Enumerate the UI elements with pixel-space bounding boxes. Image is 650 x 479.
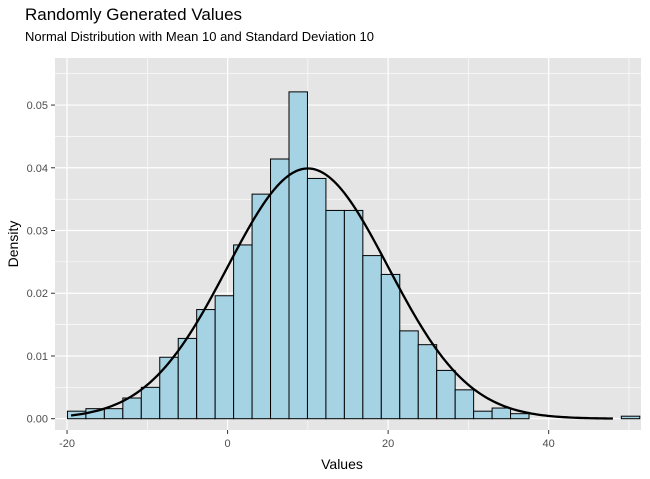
x-tick-label: -20 xyxy=(59,438,75,450)
histogram-bar xyxy=(214,295,235,420)
histogram-bar xyxy=(436,369,456,420)
histogram-bar xyxy=(454,389,475,420)
y-axis-ticks: 0.00 0.01 0.02 0.03 0.04 0.05 xyxy=(27,100,55,426)
histogram-bar xyxy=(473,410,493,420)
histogram-bar xyxy=(159,356,179,420)
histogram-bar xyxy=(343,209,364,420)
density-curve xyxy=(70,167,613,420)
histogram-bar xyxy=(251,193,272,420)
y-axis-label: Density xyxy=(5,221,21,268)
y-tick-label: 0.02 xyxy=(27,288,48,300)
histogram-bar xyxy=(122,397,142,420)
histogram-bar xyxy=(103,408,124,420)
histogram-bar xyxy=(620,415,641,420)
histogram-bar xyxy=(306,177,327,420)
x-tick-label: 0 xyxy=(225,438,231,450)
histogram-bar xyxy=(233,244,253,420)
histogram-bar xyxy=(491,407,512,420)
histogram-bar xyxy=(177,337,198,420)
histogram-bar xyxy=(380,273,401,420)
histogram-bar xyxy=(270,158,290,420)
histogram-bar xyxy=(325,209,345,420)
chart-title: Randomly Generated Values xyxy=(25,5,243,24)
histogram-bar xyxy=(362,255,382,420)
x-tick-label: 20 xyxy=(382,438,394,450)
histogram-bar xyxy=(399,330,419,420)
histogram-bar xyxy=(510,413,530,420)
y-tick-label: 0.04 xyxy=(27,163,48,175)
histogram-bar xyxy=(140,386,161,420)
y-tick-label: 0.00 xyxy=(27,414,48,426)
histogram-bar xyxy=(417,344,438,420)
x-axis-ticks: -20 0 20 40 xyxy=(59,430,555,450)
x-tick-label: 40 xyxy=(543,438,555,450)
y-tick-label: 0.05 xyxy=(27,100,48,112)
histogram-bar xyxy=(196,309,216,420)
histogram-bar xyxy=(288,91,308,420)
y-tick-label: 0.03 xyxy=(27,226,48,238)
x-axis-label: Values xyxy=(321,456,363,472)
chart-subtitle: Normal Distribution with Mean 10 and Sta… xyxy=(25,29,375,44)
y-tick-label: 0.01 xyxy=(27,351,48,363)
histogram-bars xyxy=(66,91,641,420)
